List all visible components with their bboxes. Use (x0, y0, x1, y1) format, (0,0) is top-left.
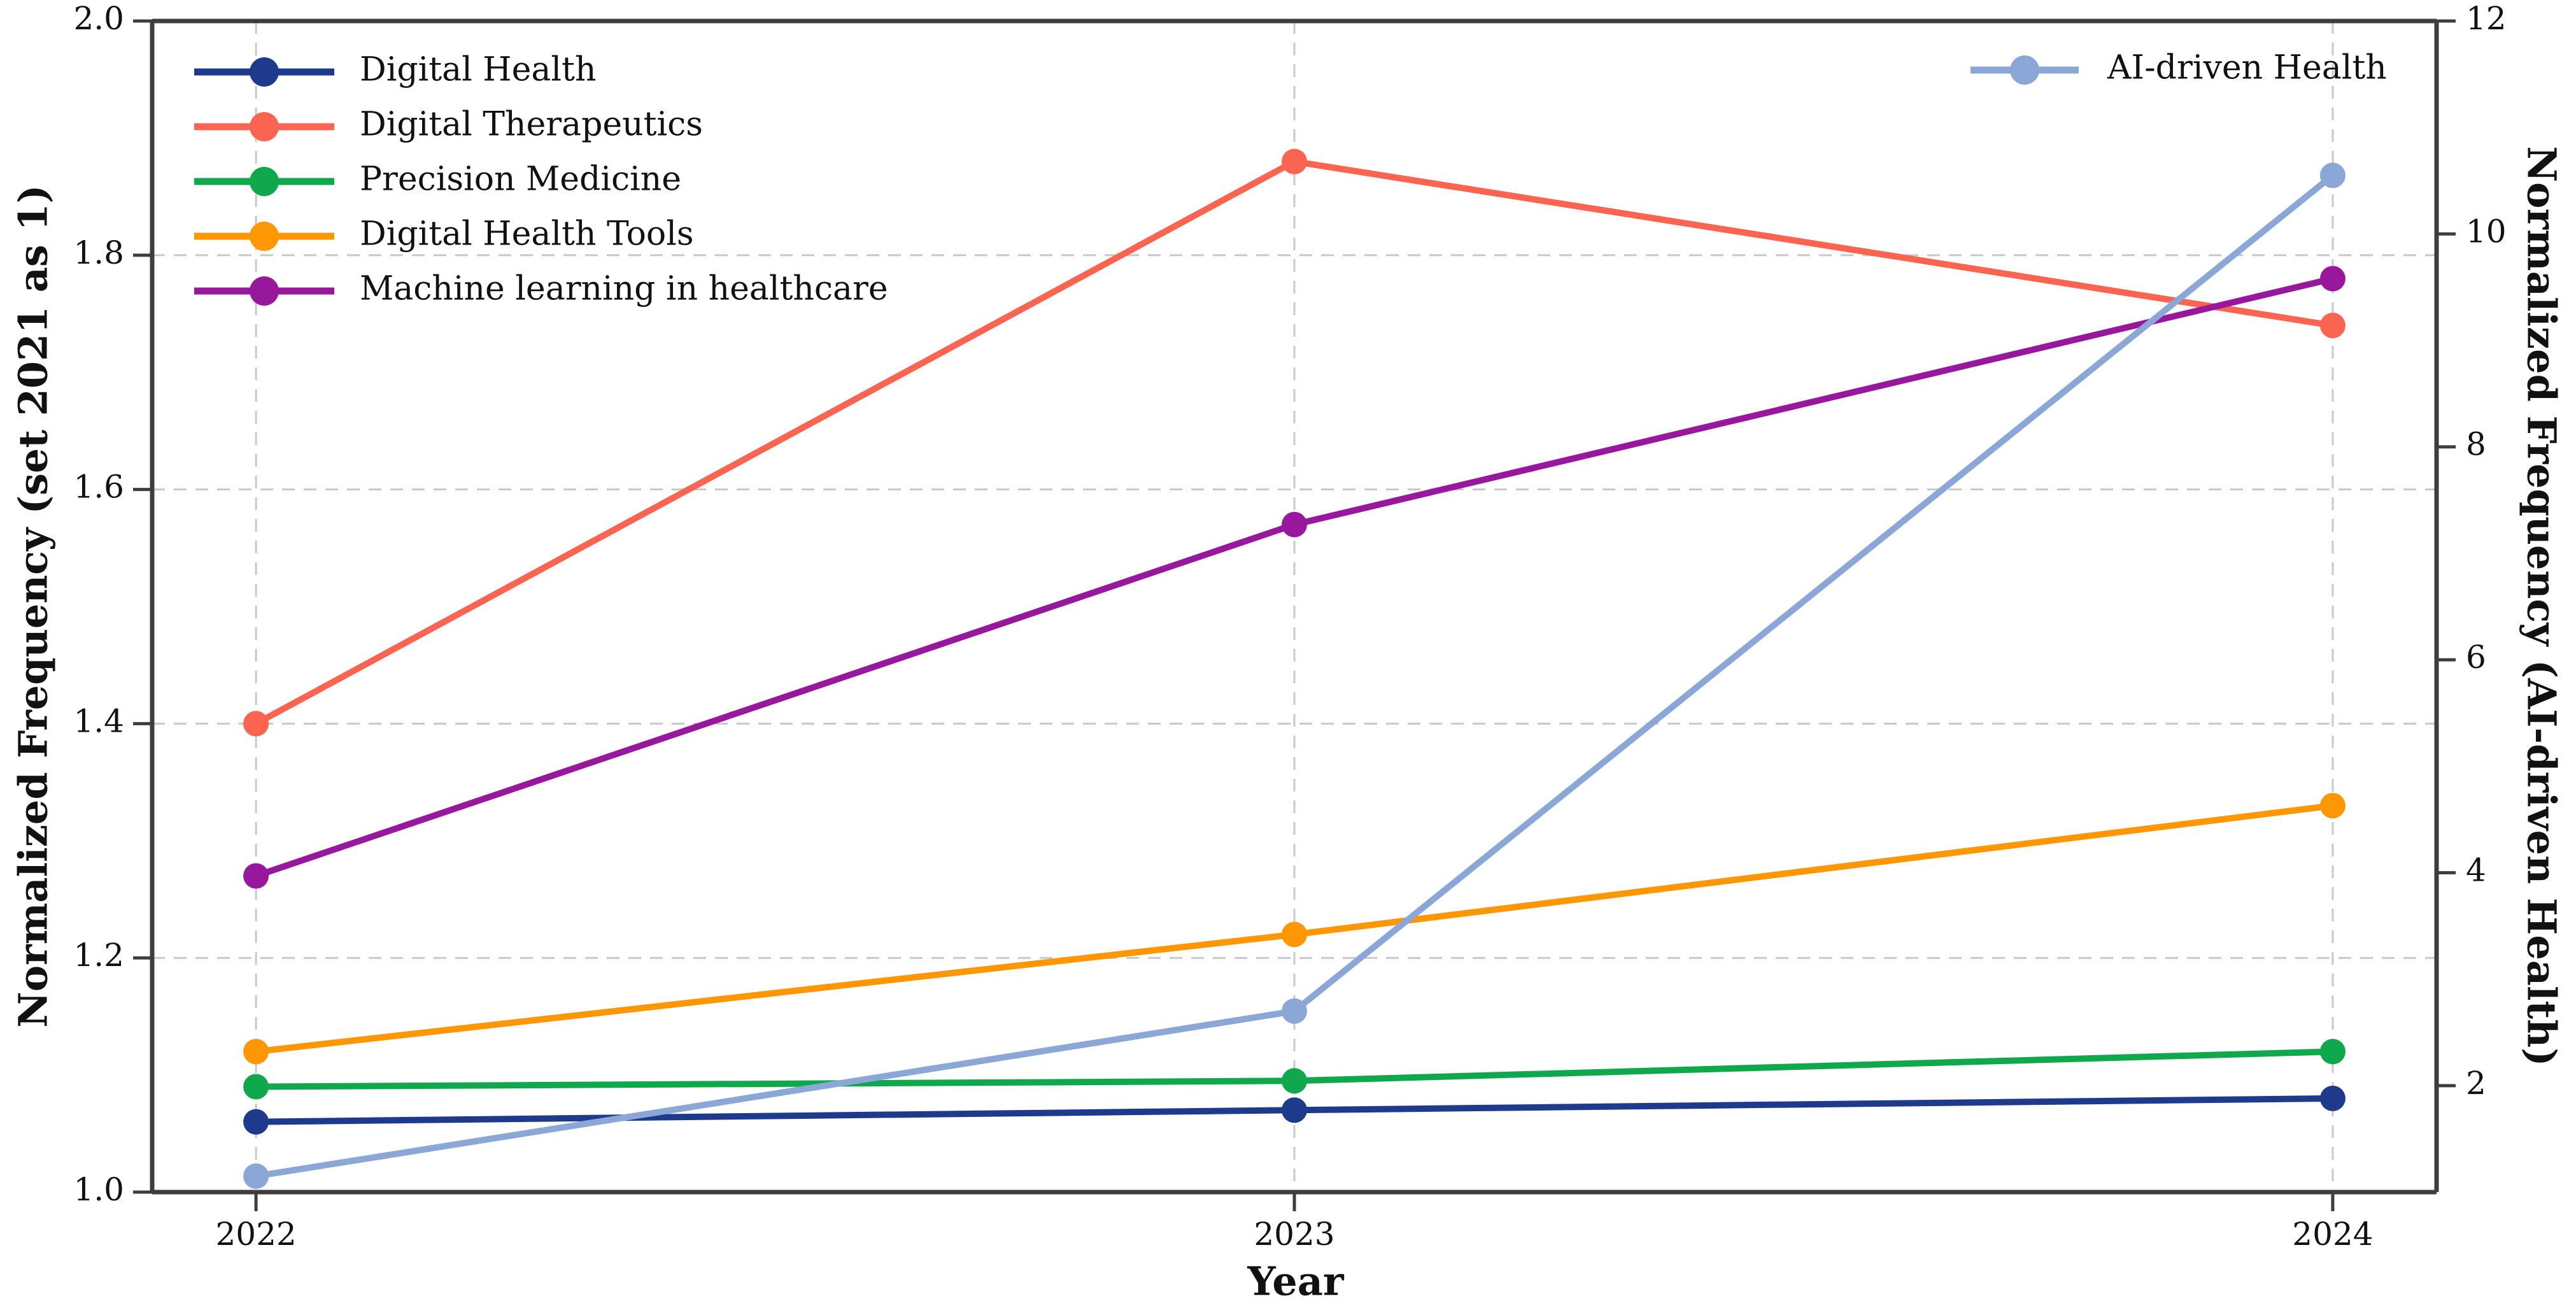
series-marker-machine-learning-in-healthcare-2024 (2319, 266, 2346, 292)
series-marker-digital-health-tools-2024 (2319, 793, 2346, 819)
legend-label-digital-therapeutics: Digital Therapeutics (360, 106, 703, 144)
legend-marker-digital-health-tools (250, 222, 279, 251)
y-axis-title-right: Normalized Frequency (AI-driven Health) (2518, 146, 2565, 1067)
y-axis-title-left: Normalized Frequency (set 2021 as 1) (10, 185, 57, 1028)
right-tick-label-6: 6 (2466, 639, 2486, 676)
left-tick-label-1.8: 1.8 (73, 234, 124, 271)
series-marker-precision-medicine-2023 (1282, 1068, 1307, 1094)
legend-marker-precision-medicine (250, 167, 279, 196)
right-tick-label-10: 10 (2466, 213, 2507, 250)
left-tick-label-1.0: 1.0 (73, 1171, 124, 1208)
series-marker-digital-therapeutics-2022 (243, 711, 269, 737)
series-marker-ai-driven-health-2024 (2319, 162, 2346, 188)
legend-label-machine-learning-in-healthcare: Machine learning in healthcare (360, 270, 888, 308)
x-tick-label-2024: 2024 (2292, 1216, 2373, 1253)
series-marker-digital-health-tools-2023 (1282, 921, 1307, 948)
series-marker-digital-therapeutics-2023 (1282, 148, 1307, 174)
legend-label-precision-medicine: Precision Medicine (360, 160, 681, 199)
legend-label-digital-health: Digital Health (360, 51, 596, 89)
legend-marker-digital-health (250, 57, 279, 87)
series-marker-precision-medicine-2024 (2319, 1039, 2346, 1065)
series-marker-digital-health-2024 (2319, 1085, 2346, 1111)
left-tick-label-1.2: 1.2 (73, 937, 124, 974)
left-tick-label-1.6: 1.6 (73, 469, 124, 506)
left-tick-label-2.0: 2.0 (73, 0, 124, 37)
right-tick-label-2: 2 (2466, 1065, 2486, 1102)
legend-label-digital-health-tools: Digital Health Tools (360, 215, 694, 253)
series-marker-digital-health-2022 (243, 1109, 269, 1135)
series-marker-ai-driven-health-2022 (243, 1163, 269, 1189)
series-marker-digital-health-tools-2022 (243, 1039, 269, 1065)
series-marker-digital-therapeutics-2024 (2319, 313, 2346, 339)
series-marker-machine-learning-in-healthcare-2022 (243, 863, 269, 889)
legend-marker-machine-learning-in-healthcare (250, 276, 279, 306)
x-tick-label-2022: 2022 (215, 1216, 296, 1253)
right-tick-label-8: 8 (2466, 426, 2486, 463)
x-tick-label-2023: 2023 (1254, 1216, 1334, 1253)
series-marker-digital-health-2023 (1282, 1097, 1307, 1123)
legend-label-ai-driven-health: AI-driven Health (2107, 49, 2387, 87)
series-marker-machine-learning-in-healthcare-2023 (1282, 511, 1307, 537)
legend-marker-ai-driven-health (2010, 55, 2039, 85)
x-axis-title: Year (1247, 1258, 1344, 1305)
series-marker-precision-medicine-2022 (243, 1074, 269, 1100)
left-tick-label-1.4: 1.4 (73, 702, 124, 739)
series-marker-ai-driven-health-2023 (1282, 998, 1307, 1024)
right-tick-label-4: 4 (2466, 851, 2486, 888)
legend-marker-digital-therapeutics (250, 112, 279, 141)
right-tick-label-12: 12 (2466, 0, 2507, 37)
